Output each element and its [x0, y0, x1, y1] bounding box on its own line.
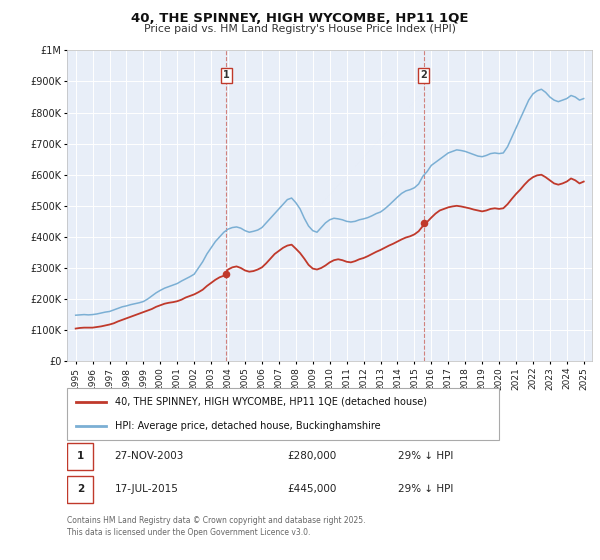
Text: 27-NOV-2003: 27-NOV-2003 — [115, 451, 184, 461]
Point — [419, 218, 428, 227]
Text: 40, THE SPINNEY, HIGH WYCOMBE, HP11 1QE (detached house): 40, THE SPINNEY, HIGH WYCOMBE, HP11 1QE … — [115, 397, 427, 407]
Text: 40, THE SPINNEY, HIGH WYCOMBE, HP11 1QE: 40, THE SPINNEY, HIGH WYCOMBE, HP11 1QE — [131, 12, 469, 25]
Bar — [67, 476, 94, 503]
Text: 1: 1 — [223, 70, 230, 80]
Text: £445,000: £445,000 — [288, 484, 337, 494]
Text: £280,000: £280,000 — [288, 451, 337, 461]
Text: 29% ↓ HPI: 29% ↓ HPI — [398, 484, 454, 494]
Text: 29% ↓ HPI: 29% ↓ HPI — [398, 451, 454, 461]
Text: Price paid vs. HM Land Registry's House Price Index (HPI): Price paid vs. HM Land Registry's House … — [144, 24, 456, 34]
Text: 17-JUL-2015: 17-JUL-2015 — [115, 484, 178, 494]
Text: 2: 2 — [420, 70, 427, 80]
Bar — [67, 443, 94, 470]
Text: 1: 1 — [77, 451, 84, 461]
Text: Contains HM Land Registry data © Crown copyright and database right 2025.
This d: Contains HM Land Registry data © Crown c… — [67, 516, 366, 537]
Text: 2: 2 — [77, 484, 84, 494]
Point — [221, 270, 231, 279]
Text: HPI: Average price, detached house, Buckinghamshire: HPI: Average price, detached house, Buck… — [115, 421, 380, 431]
